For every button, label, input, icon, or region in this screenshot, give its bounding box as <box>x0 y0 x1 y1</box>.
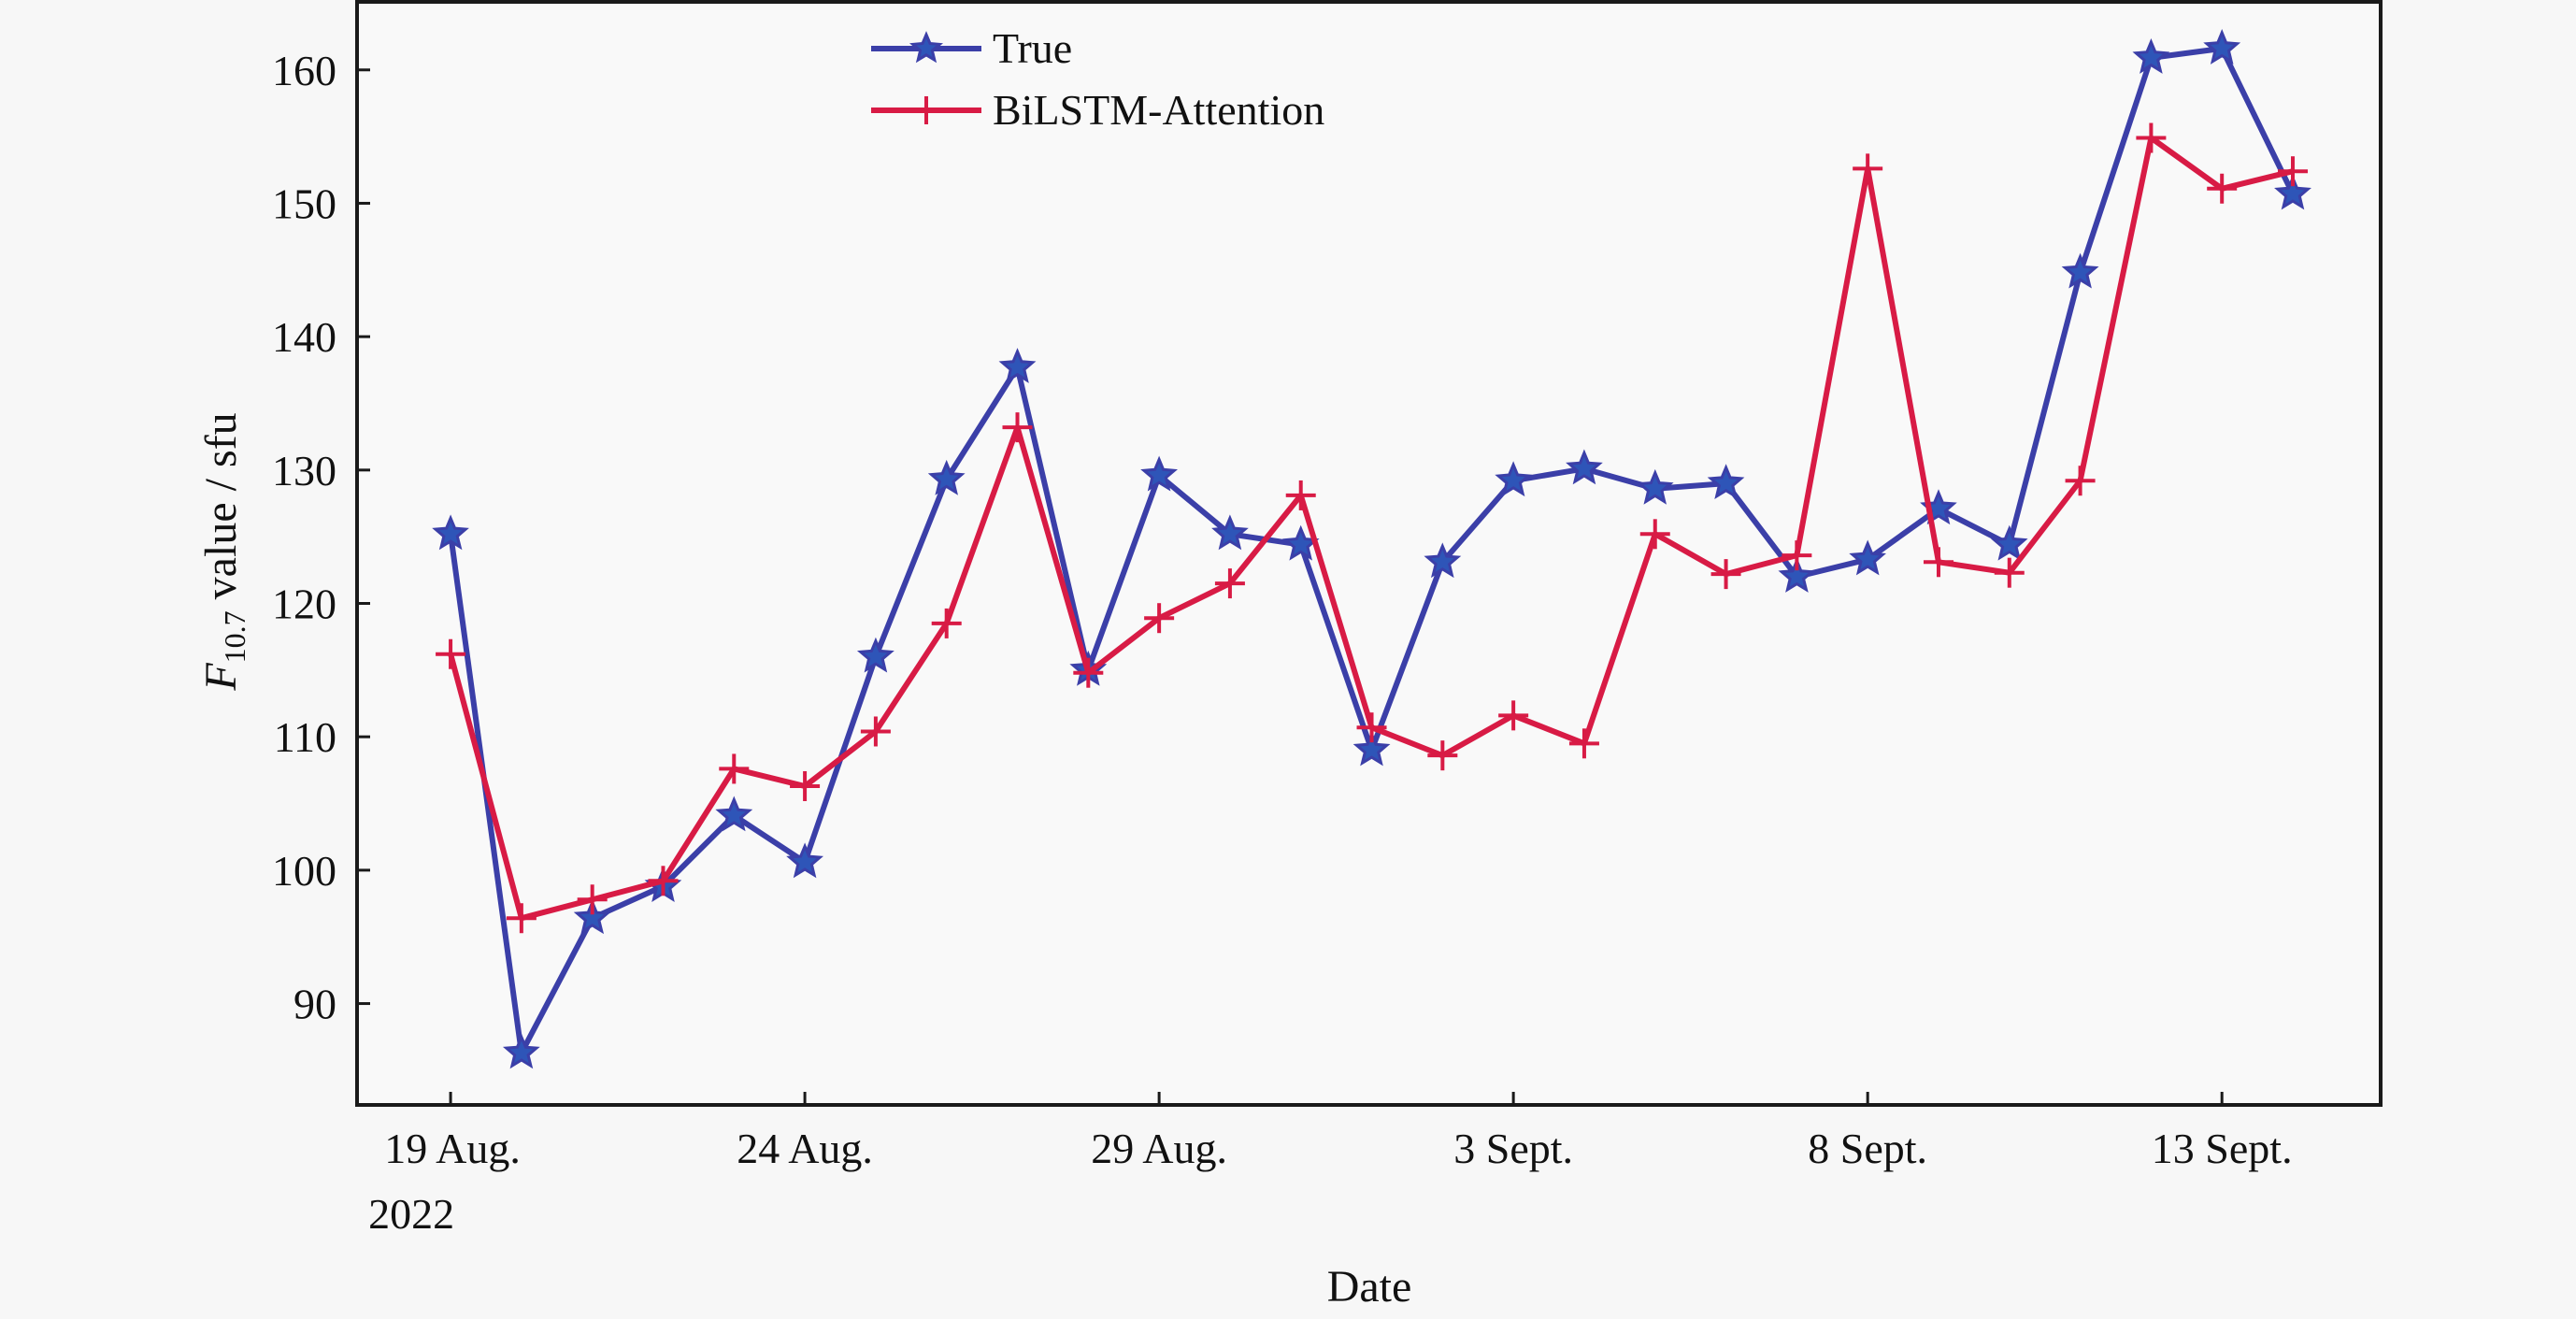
series-layer <box>432 28 2311 1069</box>
series-bilstm-attention <box>436 122 2309 934</box>
data-point <box>1990 524 2028 561</box>
data-point <box>927 459 966 495</box>
y-axis-title-symbol: F <box>196 663 246 692</box>
data-point <box>577 884 608 915</box>
data-point <box>1424 542 1462 579</box>
data-point <box>502 1033 540 1069</box>
data-point <box>931 608 962 638</box>
data-point <box>1566 449 1603 485</box>
y-tick-label: 90 <box>293 981 336 1028</box>
x-axis: 19 Aug. 2022 24 Aug. 29 Aug. 3 Sept. 8 Sept. 1… <box>368 1092 2293 1238</box>
data-point <box>1639 519 1670 550</box>
y-axis-title: F10.7 value / sfu <box>196 412 251 691</box>
y-tick-label: 120 <box>272 581 336 628</box>
data-point <box>573 898 611 935</box>
legend-label: True <box>993 24 1072 72</box>
data-point <box>790 770 821 801</box>
data-point <box>1849 539 1886 576</box>
data-point <box>1427 740 1458 771</box>
data-point <box>786 842 824 879</box>
x-tick-label: 19 Aug. <box>384 1125 521 1172</box>
data-point <box>1144 603 1175 634</box>
data-point <box>1356 712 1387 743</box>
data-point <box>436 638 466 669</box>
data-point <box>2061 252 2099 289</box>
data-point <box>1352 730 1391 767</box>
x-tick-label: 24 Aug. <box>737 1125 873 1172</box>
legend-label: BiLSTM-Attention <box>993 86 1324 134</box>
data-point <box>648 866 679 896</box>
data-point <box>860 716 891 747</box>
data-point <box>432 514 469 551</box>
y-tick-label: 100 <box>272 847 336 895</box>
data-point <box>1923 547 1953 578</box>
legend-item: BiLSTM-Attention <box>871 86 1324 134</box>
data-point <box>2207 173 2238 204</box>
data-point <box>1994 557 2025 588</box>
data-point <box>2203 28 2241 65</box>
y-tick-label: 130 <box>272 447 336 495</box>
y-axis: 90 100 110 120 130 140 150 160 <box>272 47 370 1028</box>
data-point <box>1073 657 1104 688</box>
y-axis-title-unit: value / sfu <box>196 412 246 610</box>
data-point <box>1853 153 1883 184</box>
data-point <box>998 348 1037 383</box>
data-point <box>715 796 753 832</box>
data-point <box>2065 466 2096 496</box>
data-point <box>1211 514 1249 551</box>
x-tick-label: 29 Aug. <box>1091 1125 1227 1172</box>
star-marker <box>909 31 944 64</box>
plus-marker <box>912 96 940 124</box>
data-point <box>856 637 894 673</box>
data-point <box>719 753 750 784</box>
y-axis-title-subscript: 10.7 <box>218 610 251 663</box>
data-point <box>1214 568 1245 599</box>
data-point <box>2274 174 2311 210</box>
data-point <box>1568 728 1599 759</box>
data-point <box>1778 557 1816 593</box>
data-point <box>2132 38 2170 74</box>
data-point <box>2278 156 2309 187</box>
data-point <box>1710 559 1741 590</box>
legend: True BiLSTM-Attention <box>871 24 1324 134</box>
x-tick-label: 13 Sept. <box>2152 1125 2293 1172</box>
x-axis-title: Date <box>1327 1262 1412 1312</box>
data-point <box>2136 122 2167 153</box>
y-tick-label: 110 <box>274 713 336 761</box>
data-point <box>1002 412 1033 443</box>
data-point <box>506 903 537 934</box>
x-tick-sublabel: 2022 <box>368 1190 454 1238</box>
y-tick-label: 140 <box>272 313 336 361</box>
y-tick-label: 150 <box>272 179 336 227</box>
x-tick-label: 8 Sept. <box>1808 1125 1927 1172</box>
x-tick-label: 3 Sept. <box>1453 1125 1573 1172</box>
data-point <box>1782 540 1812 571</box>
data-point <box>1495 461 1533 497</box>
data-point <box>1636 468 1674 505</box>
legend-item: True <box>871 24 1072 72</box>
data-point <box>1140 455 1179 492</box>
data-point <box>1498 700 1529 731</box>
data-point <box>1707 464 1745 499</box>
data-point <box>1285 480 1316 510</box>
plot-frame <box>355 0 2383 1107</box>
plot-border <box>355 0 2383 1107</box>
y-tick-label: 160 <box>272 47 336 94</box>
